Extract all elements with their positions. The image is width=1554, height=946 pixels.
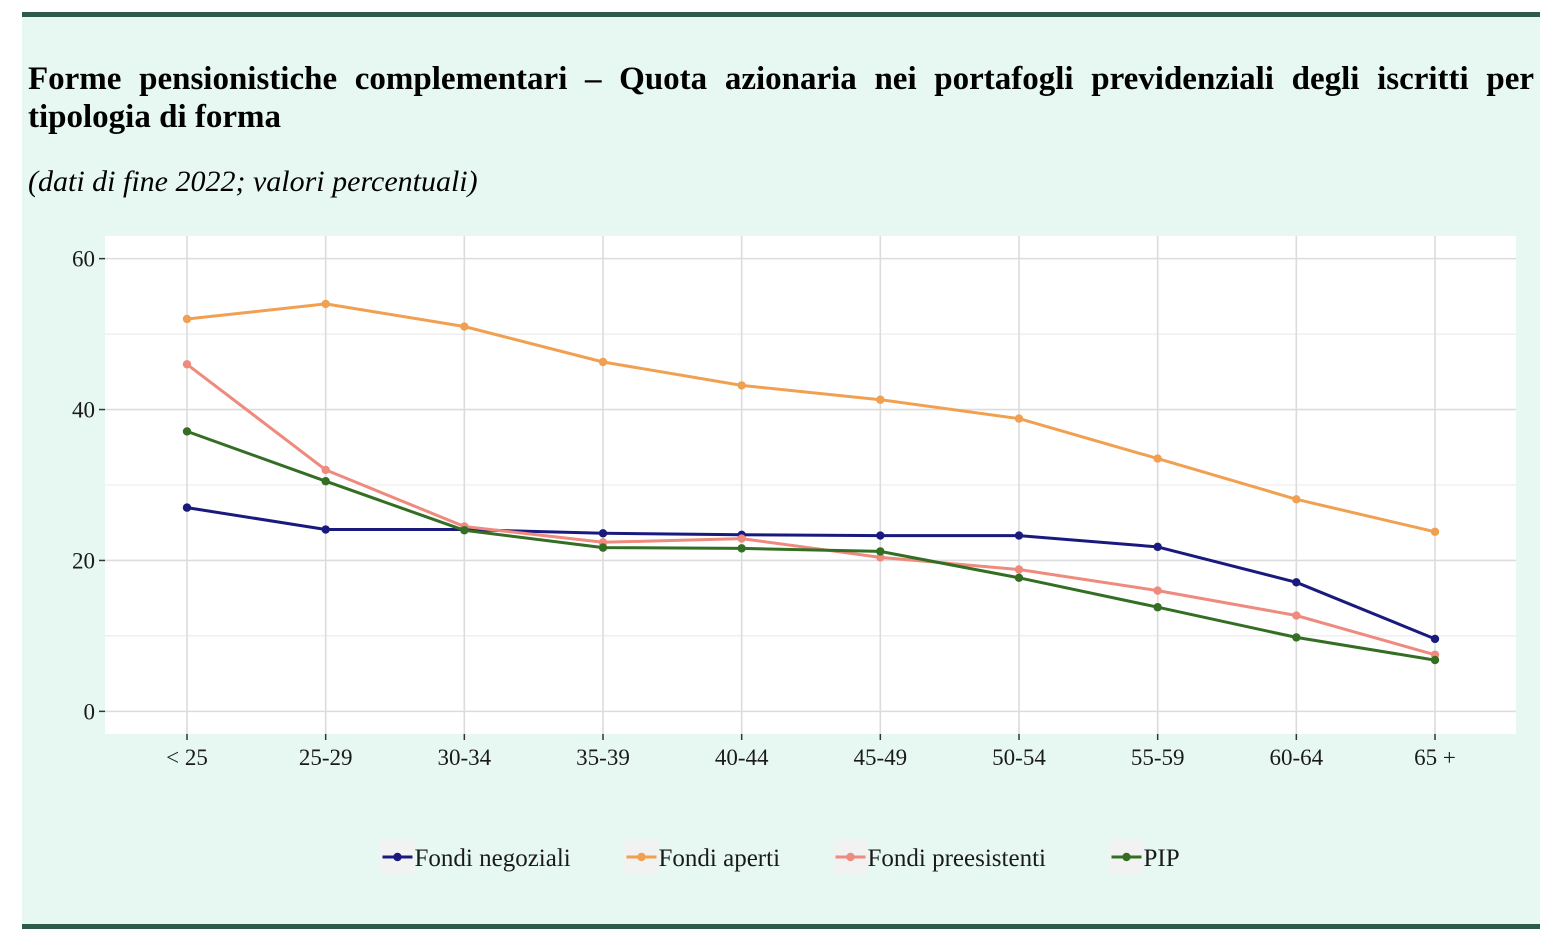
legend-key-point <box>637 852 646 862</box>
data-point <box>1292 611 1301 620</box>
data-point <box>182 503 192 512</box>
x-tick-label: 45-49 <box>853 745 907 770</box>
x-tick-label: 40-44 <box>715 745 769 770</box>
data-point <box>1430 655 1440 665</box>
data-point <box>1014 565 1024 574</box>
data-point <box>1292 578 1301 587</box>
data-point <box>1430 527 1440 536</box>
y-tick-label: 0 <box>84 699 96 724</box>
data-point <box>460 322 469 331</box>
data-point <box>737 544 746 553</box>
data-point <box>1153 454 1162 463</box>
x-tick-label: 65 + <box>1414 745 1456 770</box>
x-tick-label: 55-59 <box>1131 745 1185 770</box>
data-point <box>1292 633 1301 642</box>
data-point <box>598 529 608 538</box>
data-point <box>876 553 885 562</box>
legend-key-point <box>393 852 402 862</box>
chart-title: Forme pensionistiche complementari – Quo… <box>28 61 1534 135</box>
data-point <box>1292 495 1301 504</box>
data-point <box>460 526 469 535</box>
data-point <box>1014 573 1024 583</box>
bottom-rule <box>22 924 1540 929</box>
x-tick-label: 25-29 <box>299 745 353 770</box>
data-point <box>598 543 608 552</box>
series-line-2 <box>186 363 1436 657</box>
x-tick-label: < 25 <box>166 745 208 770</box>
data-point <box>1430 634 1440 644</box>
data-point <box>876 395 885 404</box>
data-point <box>1014 531 1024 540</box>
data-point <box>321 299 330 309</box>
legend-label: Fondi preesistenti <box>868 845 1047 872</box>
data-point <box>737 381 746 390</box>
series-line-3 <box>186 429 1436 662</box>
data-point <box>182 360 192 369</box>
data-point <box>876 547 885 556</box>
chart-subtitle: (dati di fine 2022; valori percentuali) <box>28 165 478 198</box>
data-point <box>1014 414 1024 423</box>
x-tick-label: 30-34 <box>437 745 491 770</box>
legend-label: PIP <box>1144 845 1180 872</box>
x-tick-label: 50-54 <box>992 745 1046 770</box>
line-chart: 0 20 40 60 < 25 25-29 30-34 35-39 40-44 45-49 50-5… <box>72 236 1516 874</box>
data-point <box>1153 586 1162 595</box>
legend-label: Fondi aperti <box>659 845 781 872</box>
data-point <box>876 531 885 540</box>
x-tick-label: 60-64 <box>1269 745 1323 770</box>
legend-key-point <box>846 852 855 862</box>
data-point <box>321 525 330 534</box>
data-point <box>182 427 192 436</box>
data-point <box>321 465 330 475</box>
top-rule <box>22 12 1540 17</box>
data-point <box>321 477 330 486</box>
series-line-1 <box>186 302 1436 534</box>
data-point <box>182 314 192 324</box>
figure-frame: Forme pensionistiche complementari – Quo… <box>22 0 1540 946</box>
data-point <box>1153 542 1162 552</box>
data-point <box>1153 603 1162 612</box>
data-point <box>598 357 608 367</box>
y-tick-label: 60 <box>72 247 95 272</box>
legend-label: Fondi negoziali <box>415 845 571 872</box>
y-tick-label: 40 <box>72 398 95 423</box>
legend-key-point <box>1122 852 1131 862</box>
y-tick-label: 20 <box>72 548 95 573</box>
x-tick-label: 35-39 <box>576 745 630 770</box>
data-point <box>737 534 746 543</box>
series-line-0 <box>186 506 1436 641</box>
